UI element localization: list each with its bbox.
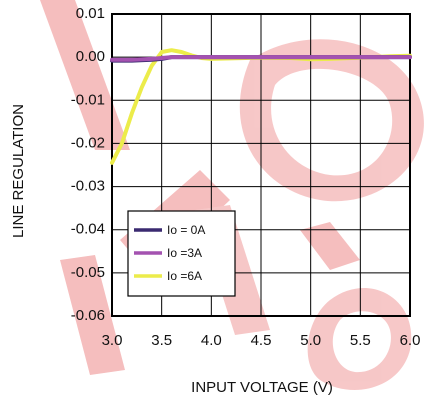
legend-label-io-3a: Io =3A: [167, 246, 202, 260]
legend: Io = 0A Io =3A Io =6A: [127, 210, 236, 297]
x-tick-label: 6.0: [400, 332, 421, 349]
x-tick-label: 5.0: [300, 332, 321, 349]
plot-frame: [111, 13, 411, 317]
x-tick-label: 4.5: [251, 332, 272, 349]
y-axis-title: LINE REGULATION: [10, 104, 27, 238]
y-tick-label: -0.04: [71, 221, 105, 238]
x-tick-labels: 3.0 3.5 4.0 4.5 5.0 5.5 6.0: [102, 332, 421, 349]
y-tick-label: -0.01: [71, 91, 105, 108]
legend-label-io-0a: Io = 0A: [167, 223, 205, 237]
series-layer: [110, 48, 412, 165]
y-tick-label: -0.05: [71, 264, 105, 281]
series-line-io-3a: [110, 55, 412, 62]
y-tick-labels: 0.01 0.00 -0.01 -0.02 -0.03 -0.04 -0.05 -0.06: [71, 5, 105, 324]
x-tick-label: 3.0: [102, 332, 123, 349]
y-tick-label: -0.02: [71, 134, 105, 151]
x-axis-title: INPUT VOLTAGE (V): [191, 379, 333, 396]
x-tick-label: 4.0: [201, 332, 222, 349]
legend-label-io-6a: Io =6A: [167, 269, 202, 283]
x-tick-label: 3.5: [151, 332, 172, 349]
y-tick-label: -0.03: [71, 178, 105, 195]
y-tick-label: -0.06: [71, 307, 105, 324]
x-tick-label: 5.5: [350, 332, 371, 349]
y-tick-label: 0.01: [76, 5, 105, 22]
y-tick-label: 0.00: [76, 48, 105, 65]
